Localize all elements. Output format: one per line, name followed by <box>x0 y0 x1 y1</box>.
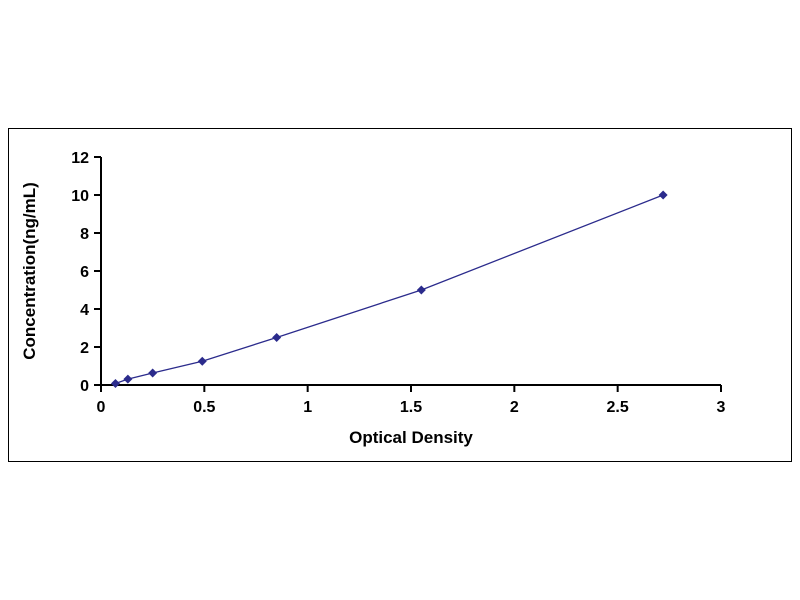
x-tick-label: 0.5 <box>193 399 215 416</box>
x-tick-label: 2 <box>510 399 519 416</box>
data-point-marker <box>416 285 426 295</box>
x-tick-label: 1.5 <box>400 399 422 416</box>
series-line <box>115 194 664 385</box>
axis-line <box>100 157 721 386</box>
y-tick-label: 10 <box>71 188 89 205</box>
x-tick-label: 0 <box>97 399 106 416</box>
y-tick-label: 6 <box>80 264 89 281</box>
x-tick-label: 2.5 <box>607 399 629 416</box>
y-tick-label: 4 <box>80 302 89 319</box>
standard-curve-chart: 0 0.5 1 1.5 2 2.5 3 0 2 4 6 8 10 12 Optical Density C… <box>20 150 726 447</box>
data-point-marker <box>110 378 120 388</box>
y-tick-label: 0 <box>80 378 89 395</box>
x-tick-label: 1 <box>303 399 312 416</box>
plot-layer: 0 0.5 1 1.5 2 2.5 3 0 2 4 6 8 10 12 <box>71 150 725 416</box>
x-tick-label: 3 <box>717 399 726 416</box>
data-point-marker <box>197 356 207 366</box>
data-point-marker <box>658 190 668 200</box>
chart-figure: 0 0.5 1 1.5 2 2.5 3 0 2 4 6 8 10 12 Optical Density C… <box>8 128 792 462</box>
data-point-marker <box>148 368 158 378</box>
data-point-marker <box>272 333 282 342</box>
y-tick-label: 2 <box>80 340 89 357</box>
y-tick-label: 8 <box>80 226 89 243</box>
y-tick-label: 12 <box>71 150 89 167</box>
data-point-marker <box>123 374 133 384</box>
x-axis-label: Optical Density <box>349 428 473 447</box>
y-axis-label: Concentration(ng/mL) <box>20 182 39 360</box>
